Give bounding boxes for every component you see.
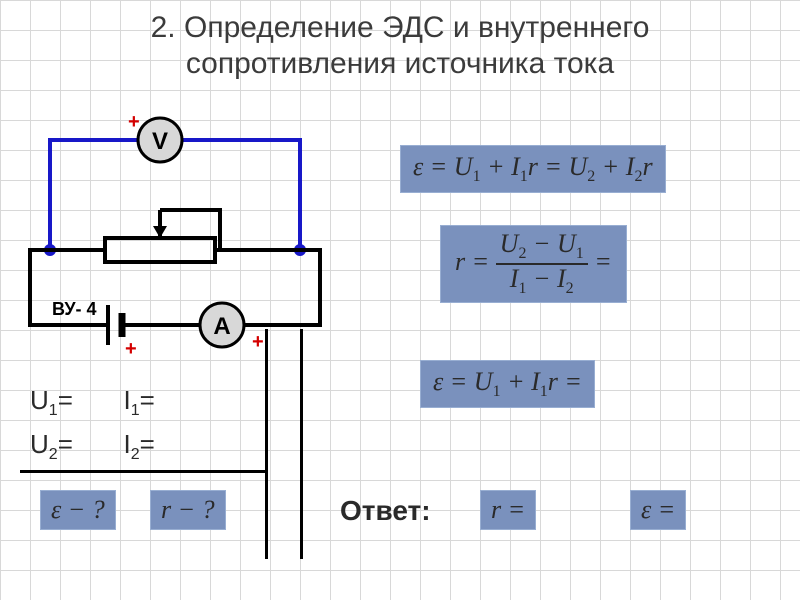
formula-eps-full: ε = U1 + I1r = U2 + I2r: [400, 145, 666, 193]
title-number: 2.: [151, 11, 176, 44]
query-eps: ε − ?: [40, 490, 116, 530]
fraction: U2 − U1 I1 − I2: [496, 230, 588, 298]
title-line2: сопротивления источника тока: [186, 47, 614, 80]
row-u2-i2: U2= I2=: [30, 424, 155, 468]
answer-label: Ответ:: [340, 495, 431, 527]
svg-text:+: +: [125, 338, 137, 360]
formula-eps-short: ε = U1 + I1r =: [420, 360, 595, 408]
query-r: r − ?: [150, 490, 226, 530]
ammeter-plus: +: [252, 331, 264, 353]
answer-r: r =: [480, 490, 536, 530]
title-line1: Определение ЭДС и внутреннего: [184, 11, 649, 44]
measurement-values: U1= I1= U2= I2=: [30, 380, 155, 468]
divider-vertical-2: [300, 329, 303, 559]
page-title: 2. Определение ЭДС и внутреннего сопроти…: [0, 10, 800, 82]
voltmeter-label: V: [152, 128, 168, 155]
answer-eps: ε =: [630, 490, 686, 530]
source-label: ВУ- 4: [52, 299, 97, 319]
row-u1-i1: U1= I1=: [30, 380, 155, 424]
ammeter-label: A: [213, 313, 230, 340]
voltmeter-plus: +: [128, 111, 140, 133]
divider-horizontal: [20, 470, 265, 473]
formula-r-fraction: r = U2 − U1 I1 − I2 =: [440, 225, 627, 303]
circuit-diagram: V + A + + ВУ- 4: [10, 100, 350, 360]
divider-vertical-1: [265, 329, 268, 559]
